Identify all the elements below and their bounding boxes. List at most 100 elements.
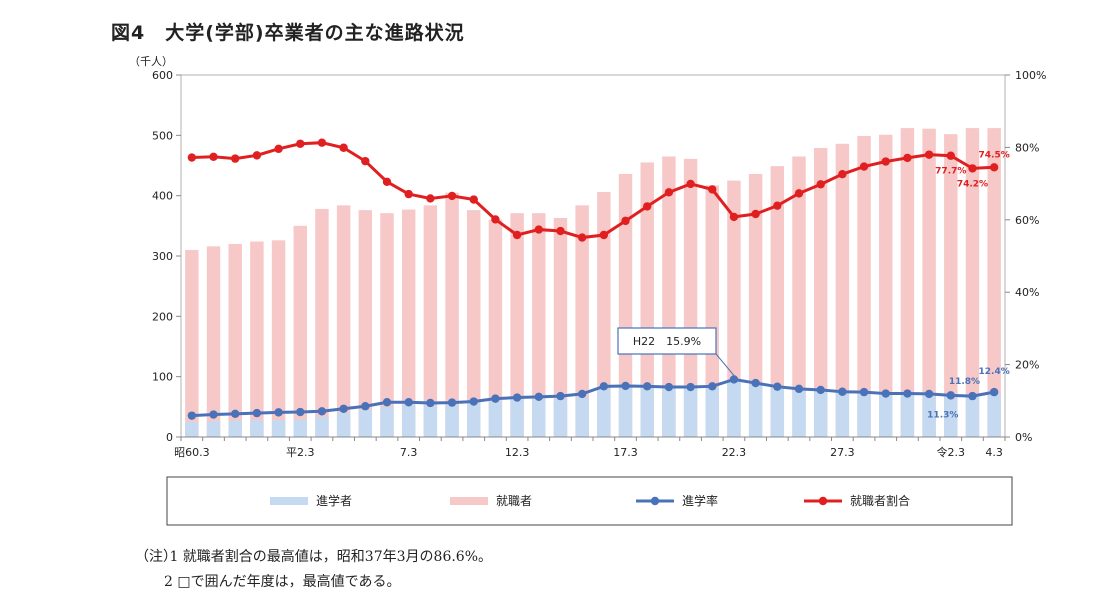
right-tick-label: 80% [1015, 141, 1039, 154]
annotation-max-advance-rate: H22 15.9% [633, 335, 701, 348]
bar-employed [510, 213, 524, 437]
note-2-text: 2 □で囲んだ年度は，最高値である。 [164, 574, 401, 590]
point-employment-rate [751, 209, 760, 219]
note-lead: （注） [135, 549, 177, 565]
point-advance-rate [794, 384, 804, 394]
point-employment-rate [708, 185, 717, 194]
bar-advanced [944, 395, 958, 437]
bar-employed [965, 128, 980, 438]
right-tick-label: 40% [1015, 286, 1039, 299]
note-2: 2 □で囲んだ年度は，最高値である。 [164, 571, 400, 591]
bar-employed [185, 249, 199, 437]
point-employment-rate [816, 180, 825, 189]
legend-swatch-marker [818, 496, 828, 506]
point-employment-rate [838, 169, 847, 179]
bar-employed [879, 134, 893, 438]
x-tick-label: 4.3 [985, 446, 1003, 459]
bar-employed [575, 205, 589, 437]
point-employment-rate [187, 153, 197, 162]
bar-employed [857, 135, 871, 438]
point-employment-rate [317, 138, 327, 147]
bar-advanced [683, 386, 698, 437]
bar-employed [597, 192, 611, 437]
annotation-advance-rate: 11.3% [927, 410, 958, 420]
bar-advanced [293, 419, 307, 437]
bar-employed [228, 243, 242, 437]
point-advance-rate [426, 398, 435, 408]
bar-employed [336, 205, 351, 437]
annotation-box [617, 327, 717, 355]
bar-employed [293, 225, 307, 437]
bar-advanced [792, 389, 806, 437]
bar-employed [813, 148, 828, 437]
point-employment-rate [274, 144, 283, 154]
point-advance-rate [989, 387, 999, 397]
bar-employed [271, 240, 286, 437]
bar-employed [445, 192, 459, 437]
point-advance-rate [708, 382, 717, 391]
point-advance-rate [491, 394, 500, 403]
point-employment-rate [643, 202, 652, 211]
bar-advanced [553, 398, 568, 437]
bar-advanced [315, 417, 329, 437]
point-advance-rate [404, 398, 413, 407]
bar-advanced [228, 420, 242, 437]
point-employment-rate [773, 201, 782, 210]
bar-employed [358, 210, 373, 437]
x-tick-label: 平2.3 [286, 446, 315, 459]
bar-employed [683, 158, 698, 437]
x-tick-label: 22.3 [722, 446, 747, 459]
bar-employed [900, 128, 915, 438]
point-employment-rate [534, 225, 543, 234]
left-tick-label: 600 [152, 69, 173, 82]
bar-advanced [445, 404, 459, 437]
left-tick-label: 0 [166, 431, 173, 444]
bar-advanced [467, 403, 481, 437]
bar-advanced [271, 420, 286, 437]
bar-advanced [987, 393, 1001, 437]
point-employment-rate [512, 230, 522, 240]
point-advance-rate [643, 382, 652, 391]
bar-employed [401, 209, 416, 437]
bar-advanced [748, 383, 763, 437]
left-tick-label: 500 [152, 129, 173, 142]
point-advance-rate [686, 382, 695, 392]
chart-title: 図4 大学(学部)卒業者の主な進路状況 [111, 22, 465, 44]
point-employment-rate [686, 179, 695, 189]
point-employment-rate [989, 163, 999, 172]
point-employment-rate [556, 226, 565, 236]
bar-employed [662, 156, 676, 437]
annotation-advance-rate: 11.8% [949, 377, 980, 387]
legend-swatch-bar [450, 497, 488, 505]
x-tick-label: 令2.3 [937, 445, 966, 459]
bar-advanced [423, 404, 438, 437]
bar-employed [705, 185, 719, 437]
bar-advanced [336, 412, 351, 437]
bar-advanced [965, 394, 980, 437]
point-advance-rate [469, 397, 478, 406]
bar-advanced [640, 385, 654, 437]
bar-advanced [358, 409, 373, 437]
bar-employed [467, 210, 481, 437]
bar-employed [380, 213, 394, 437]
right-tick-label: 20% [1015, 359, 1039, 372]
bar-employed [532, 213, 546, 437]
bar-advanced [727, 379, 741, 437]
annotation-leader [715, 353, 735, 376]
point-advance-rate [274, 408, 283, 417]
bar-employed [553, 217, 568, 437]
point-advance-rate [231, 409, 240, 419]
bar-advanced [488, 401, 503, 437]
point-employment-rate [404, 189, 413, 199]
point-advance-rate [664, 382, 674, 392]
point-employment-rate [946, 151, 955, 160]
point-advance-rate [881, 389, 890, 398]
point-advance-rate [187, 411, 197, 420]
point-employment-rate [231, 154, 240, 163]
left-axis-unit: （千人） [129, 55, 173, 68]
bar-advanced [575, 397, 589, 437]
annotation-employment-rate: 77.7% [935, 167, 966, 177]
point-advance-rate [534, 392, 543, 402]
bar-advanced [857, 392, 871, 437]
legend-swatch-bar [270, 497, 308, 505]
